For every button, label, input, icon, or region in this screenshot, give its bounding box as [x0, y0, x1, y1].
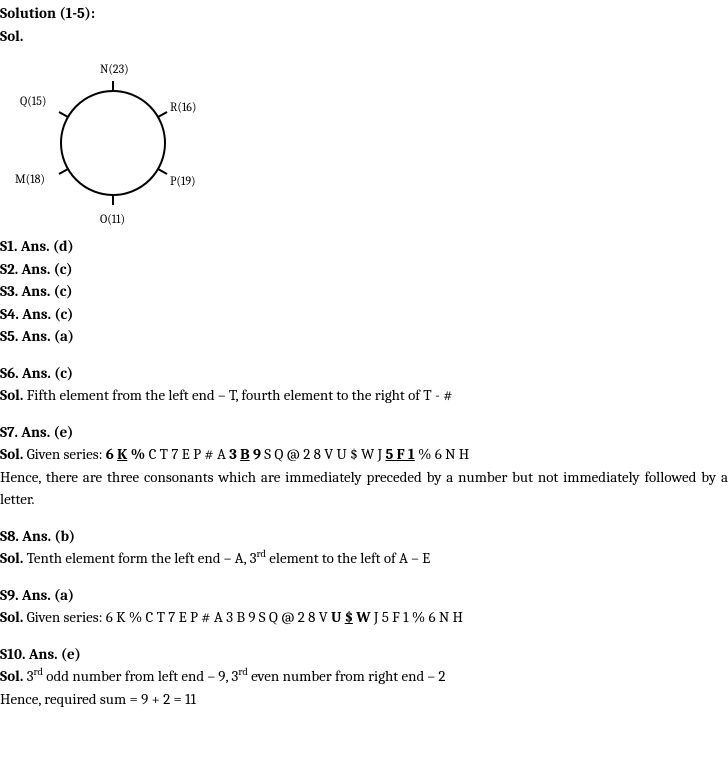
s9-tail: J 5 F 1 % 6 N H [371, 608, 463, 626]
s7-series: Sol. Given series: 6 K % C T 7 E P # A 3… [0, 443, 728, 466]
sol-label: Sol. [0, 25, 728, 48]
answer-line-s2: S2. Ans. (c) [0, 258, 728, 281]
s7-given-prefix: Given series: [23, 445, 105, 463]
s9-u3: W [353, 608, 371, 626]
s6-block: S6. Ans. (c) Sol. Fifth element from the… [0, 362, 728, 407]
s7-mid1: C T 7 E P # A [145, 445, 229, 463]
answer-line-s5: S5. Ans. (a) [0, 325, 728, 348]
s7-mid2: S Q @ 2 8 V U $ W J [261, 445, 385, 463]
s8-t1: Tenth element form the left end – A, 3 [23, 549, 256, 567]
s7-g5: B [240, 445, 250, 463]
s7-sol-label: Sol. [0, 445, 23, 463]
svg-text:O(11): O(11) [100, 212, 125, 226]
s7-block: S7. Ans. (e) Sol. Given series: 6 K % C … [0, 421, 728, 511]
s7-head: S7. Ans. (e) [0, 421, 728, 444]
s7-g3: % [127, 445, 145, 463]
s10-line2: Hence, required sum = 9 + 2 = 11 [0, 688, 728, 711]
s10-t1: 3 [23, 667, 33, 685]
s8-sup: rd [257, 548, 266, 560]
s9-block: S9. Ans. (a) Sol. Given series: 6 K % C … [0, 584, 728, 629]
s10-block: S10. Ans. (e) Sol. 3rd odd number from l… [0, 643, 728, 711]
s6-sol-label: Sol. [0, 386, 23, 404]
s8-head: S8. Ans. (b) [0, 525, 728, 548]
svg-text:Q(15): Q(15) [20, 94, 46, 108]
s10-t2: odd number from left end – 9, 3 [43, 667, 238, 685]
s9-u1: U [331, 608, 345, 626]
s6-head: S6. Ans. (c) [0, 362, 728, 385]
s8-line: Sol. Tenth element form the left end – A… [0, 547, 728, 570]
solution-range-heading: Solution (1-5): [0, 2, 728, 25]
svg-text:N(23): N(23) [100, 62, 129, 76]
answer-line-s1: S1. Ans. (d) [0, 235, 728, 258]
s10-head: S10. Ans. (e) [0, 643, 728, 666]
s6-text: Fifth element from the left end – T, fou… [23, 386, 452, 404]
s9-line: Sol. Given series: 6 K % C T 7 E P # A 3… [0, 606, 728, 629]
s7-g4: 3 [229, 445, 240, 463]
s9-head: S9. Ans. (a) [0, 584, 728, 607]
s6-line: Sol. Fifth element from the left end – T… [0, 384, 728, 407]
s10-line1: Sol. 3rd odd number from left end – 9, 3… [0, 665, 728, 688]
s7-expl: Hence, there are three consonants which … [0, 466, 728, 511]
svg-text:R(16): R(16) [170, 100, 197, 114]
s7-g2: K [117, 445, 127, 463]
answer-line-s3: S3. Ans. (c) [0, 280, 728, 303]
s7-g1: 6 [106, 445, 117, 463]
s7-g6: 9 [250, 445, 261, 463]
s10-sup1: rd [33, 666, 42, 678]
s10-sup2: rd [238, 666, 247, 678]
s8-sol-label: Sol. [0, 549, 23, 567]
s8-t2: element to the left of A – E [266, 549, 430, 567]
svg-text:M(18): M(18) [15, 172, 45, 186]
s7-tail: % 6 N H [415, 445, 469, 463]
answer-line-s4: S4. Ans. (c) [0, 303, 728, 326]
svg-text:P(19): P(19) [170, 174, 196, 188]
s10-sol-label: Sol. [0, 667, 23, 685]
s10-t3: even number from right end – 2 [248, 667, 446, 685]
seating-diagram: N(23) R(16) P(19) O(11) M(18) Q(15) [0, 51, 230, 231]
s8-block: S8. Ans. (b) Sol. Tenth element form the… [0, 525, 728, 570]
s9-sol-label: Sol. [0, 608, 23, 626]
s9-prefix: Given series: 6 K % C T 7 E P # A 3 B 9 … [23, 608, 331, 626]
s7-g7: 5 F 1 [385, 445, 414, 463]
s9-u2: $ [345, 608, 353, 626]
